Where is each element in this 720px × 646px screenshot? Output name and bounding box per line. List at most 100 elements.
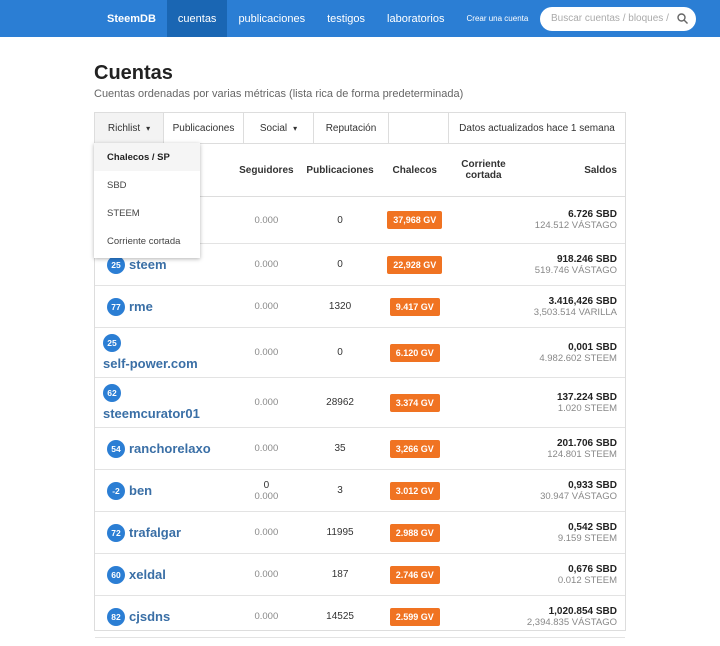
posts: 11995 <box>326 527 354 538</box>
vests-cell: 3.374 GV <box>378 378 452 427</box>
posts-cell: 35 <box>302 428 378 469</box>
table-body: 0.000 0 37,968 GV 6.726 SBD 124.512 VÁSTAGO 2… <box>95 197 625 638</box>
dropdown-item[interactable]: Chalecos / SP <box>94 143 200 171</box>
dropdown-item[interactable]: Corriente cortada <box>107 235 181 247</box>
reputation-badge: 72 <box>107 523 125 542</box>
nav-link[interactable]: Crear una cuenta <box>466 14 529 23</box>
account-name[interactable]: cjsdns <box>129 609 171 624</box>
account-cell: 25 self-power.com <box>95 328 230 377</box>
account-cell: 77 rme <box>95 286 230 327</box>
tab-label: Richlist <box>107 122 141 134</box>
page-subtitle: Cuentas ordenadas por varias métricas (l… <box>94 88 464 100</box>
vests-cell: 3,266 GV <box>378 428 452 469</box>
table-row: 54 ranchorelaxo 0.000 35 3,266 GV 201.706 SBD… <box>95 428 625 470</box>
vests-badge: 3.012 GV <box>389 481 440 500</box>
vests-wrap: 3.374 GV <box>378 393 452 412</box>
posts: 187 <box>331 569 349 580</box>
posts: 0 <box>337 259 343 270</box>
other-balance: 519.746 VÁSTAGO <box>534 264 617 276</box>
followers: 0.000 <box>254 301 279 312</box>
table-row: 25 self-power.com 0.000 0 6.120 GV 0,001 SBD 4… <box>95 328 625 378</box>
caret: ▾ <box>293 123 298 133</box>
other-balance: 0.012 STEEM <box>557 574 617 586</box>
followers-count: 0 <box>263 479 270 491</box>
balance-cell: 918.246 SBD 519.746 VÁSTAGO <box>515 244 625 285</box>
nav-link[interactable]: laboratorios <box>387 12 445 25</box>
followers: 0.000 <box>254 443 279 454</box>
dropdown-item[interactable]: STEEM <box>107 207 140 219</box>
account: 77 rme <box>95 297 230 316</box>
search-box[interactable]: Buscar cuentas / bloques / <box>540 7 696 31</box>
posts: 0 <box>337 214 343 226</box>
other-balance: 124.512 VÁSTAGO <box>534 220 617 231</box>
followers-cell: 0.000 <box>230 286 302 327</box>
posts: 3 <box>337 485 343 496</box>
account-name[interactable]: steemcurator01 <box>103 406 200 421</box>
reputation-badge: 62 <box>103 384 121 402</box>
table-row: 60 xeldal 0.000 187 2.746 GV 0,676 SBD 0.012 S… <box>95 554 625 596</box>
account-name[interactable]: rme <box>129 299 153 314</box>
followers-cell: 0.000 <box>230 596 302 637</box>
account-name[interactable]: ben <box>129 483 153 498</box>
account: 25 steem <box>95 255 230 274</box>
account-name[interactable]: self-power.com <box>103 356 198 371</box>
vests-wrap: 37,968 GV <box>378 211 452 229</box>
other-balance: 9.159 STEEM <box>557 532 617 544</box>
vests-cell: 9.417 GV <box>378 286 452 327</box>
posts: 35 <box>334 443 346 454</box>
other-balance: 1.020 STEEM <box>557 402 617 414</box>
tab[interactable] <box>389 113 449 143</box>
account: 25 self-power.com <box>95 334 230 371</box>
account-name[interactable]: trafalgar <box>129 525 182 540</box>
tab[interactable]: Publicaciones <box>164 113 244 143</box>
followers-cell: 0.000 <box>230 197 302 243</box>
dropdown-item[interactable]: SBD <box>107 179 127 191</box>
sbd-balance: 0,542 SBD <box>568 521 617 533</box>
tab[interactable]: Social ▾ <box>244 113 314 143</box>
vests-badge: 2.988 GV <box>389 523 440 542</box>
other-balance: 2,394.835 VÁSTAGO <box>526 616 617 628</box>
account: 54 ranchorelaxo <box>95 439 230 458</box>
account: -2 ben <box>95 481 230 500</box>
reputation-badge: 25 <box>107 255 125 274</box>
header-cell: Publicaciones <box>306 164 374 176</box>
search-placeholder: Buscar cuentas / bloques / <box>551 13 669 24</box>
followers-cell: 0 0.000 <box>230 470 302 511</box>
table-row: 82 cjsdns 0.000 14525 2.599 GV 1,020.854 SBD 2… <box>95 596 625 638</box>
tab[interactable]: Richlist ▾ <box>95 113 164 143</box>
search-icon <box>677 13 688 24</box>
sbd-balance: 0,933 SBD <box>568 479 617 491</box>
followers: 0.000 <box>254 490 279 502</box>
table-row: 0.000 0 37,968 GV 6.726 SBD 124.512 VÁSTAGO <box>95 197 625 244</box>
updated-note: Datos actualizados hace 1 semana <box>459 122 615 134</box>
balance-cell: 6.726 SBD 124.512 VÁSTAGO <box>515 197 625 243</box>
balance-cell: 1,020.854 SBD 2,394.835 VÁSTAGO <box>515 596 625 637</box>
posts-cell: 0 <box>302 197 378 243</box>
sbd-balance: 201.706 SBD <box>556 437 617 449</box>
account-name[interactable]: ranchorelaxo <box>129 441 211 456</box>
delegated-cell <box>452 428 516 469</box>
posts-cell: 187 <box>302 554 378 595</box>
posts-cell: 1320 <box>302 286 378 327</box>
account-cell: -2 ben <box>95 470 230 511</box>
account-cell: 25 steem <box>95 244 230 285</box>
header-cell: Seguidores <box>239 164 294 176</box>
nav-link[interactable]: testigos <box>327 12 366 25</box>
delegated-cell <box>452 244 516 285</box>
posts-cell: 0 <box>302 328 378 377</box>
nav-link[interactable]: cuentas <box>166 0 228 37</box>
posts-cell: 0 <box>302 244 378 285</box>
vests-badge: 37,968 GV <box>387 211 443 229</box>
brand[interactable]: SteemDB <box>107 12 156 25</box>
reputation-badge: 60 <box>107 565 125 584</box>
account-name[interactable]: xeldal <box>129 567 166 582</box>
vests-badge: 9.417 GV <box>389 297 440 316</box>
account-name[interactable]: steem <box>129 257 167 272</box>
reputation-badge: 25 <box>103 334 121 352</box>
other-balance: 3,503.514 VARILLA <box>533 306 617 318</box>
vests-cell: 2.746 GV <box>378 554 452 595</box>
tab[interactable]: Reputación <box>314 113 389 143</box>
posts: 0 <box>337 347 343 358</box>
nav-link[interactable]: publicaciones <box>238 12 306 25</box>
